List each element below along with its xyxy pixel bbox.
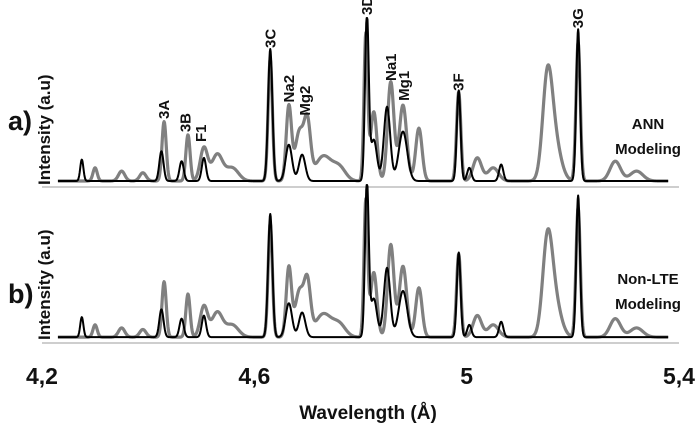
peak-label: 3A: [156, 100, 173, 119]
peak-label: Na2: [281, 75, 298, 103]
peak-label: 3D: [359, 0, 376, 15]
panel-a-series: [56, 17, 670, 183]
peak-label: 3G: [570, 8, 587, 28]
x-tick-label: 5: [460, 363, 473, 389]
peak-label: Mg2: [297, 86, 314, 116]
panel-b-tag: b): [8, 279, 33, 309]
panel-a-tag: a): [8, 106, 32, 136]
peak-label: 3C: [262, 29, 279, 48]
x-tick-label: 5,4: [663, 363, 695, 389]
panel-b-legend-line2: Modeling: [615, 296, 681, 313]
x-tick-label: 4,6: [238, 363, 270, 389]
x-tick-label: 4,2: [26, 363, 58, 389]
panel-a-legend-line1: ANN: [632, 116, 665, 133]
panel-b-ylabel: Intensity (a.u): [35, 229, 54, 340]
panel-b-series: [56, 184, 670, 339]
peak-label: 3B: [177, 113, 194, 132]
panel-b: b) Intensity (a.u) Non-LTE Modeling: [8, 184, 681, 344]
x-axis-label: Wavelength (Å): [299, 403, 437, 424]
peak-label: 3F: [451, 73, 468, 91]
panel-a-ylabel: Intensity (a.u): [35, 74, 54, 185]
x-axis-ticks: 4,2 4,6 5 5,4: [26, 363, 695, 389]
panel-a-legend-line2: Modeling: [615, 141, 681, 158]
peak-label: Mg1: [396, 71, 413, 101]
panel-a-black-spectrum: [57, 17, 669, 183]
panel-b-black-spectrum: [57, 184, 669, 339]
panel-b-legend-line1: Non-LTE: [617, 271, 678, 288]
peak-label: F1: [193, 125, 210, 143]
peak-label: Na1: [383, 53, 400, 81]
